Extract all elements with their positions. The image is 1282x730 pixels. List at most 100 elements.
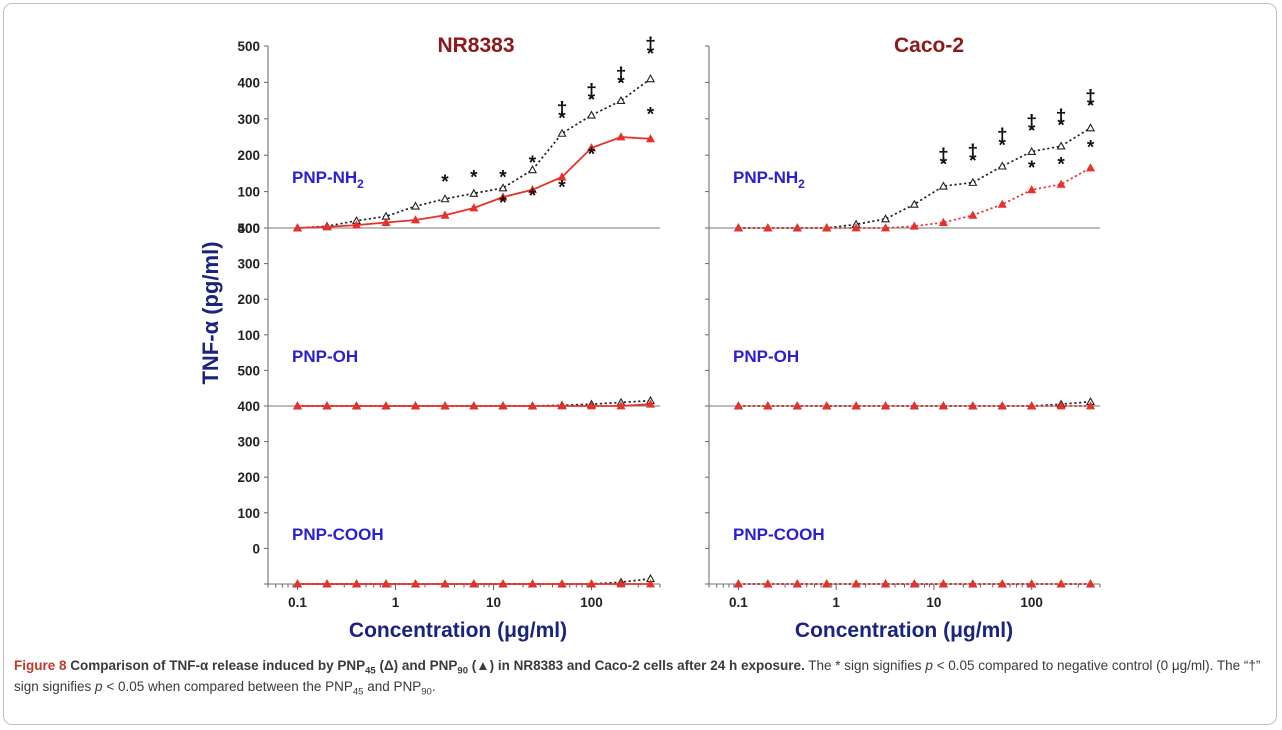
data-point-pnp90 — [909, 401, 919, 410]
data-point-pnp90 — [1085, 163, 1096, 172]
significance-asterisk: * — [1087, 137, 1095, 158]
caption-sub-90b: 90 — [421, 686, 432, 698]
data-point-pnp90 — [1027, 579, 1037, 588]
caption-title-part-b: (Δ) and PNP — [375, 658, 458, 673]
data-point-pnp90 — [997, 199, 1007, 208]
data-point-pnp90 — [968, 210, 978, 219]
significance-asterisk: * — [558, 108, 566, 129]
data-point-pnp90 — [322, 401, 332, 410]
significance-asterisk: * — [1028, 121, 1036, 142]
data-point-pnp45 — [469, 188, 479, 197]
figure-caption: Figure 8 Comparison of TNF-α release ind… — [14, 655, 1270, 697]
data-point-pnp90 — [645, 399, 656, 408]
significance-dagger: † — [616, 65, 627, 86]
x-tick-label: 0.1 — [288, 595, 307, 610]
data-point-pnp90 — [381, 401, 391, 410]
data-point-pnp90 — [498, 192, 508, 201]
caption-title-sub-45: 45 — [365, 665, 376, 677]
x-tick-label: 10 — [486, 595, 501, 610]
y-tick-label: 300 — [237, 112, 260, 127]
data-point-pnp45 — [410, 201, 421, 210]
data-point-pnp90 — [968, 579, 978, 588]
significance-asterisk: * — [558, 177, 566, 198]
row-label: PNP-OH — [292, 347, 358, 366]
data-point-pnp90 — [733, 579, 743, 588]
y-tick-label: 200 — [237, 148, 260, 163]
significance-asterisk: * — [617, 74, 625, 95]
data-point-pnp90 — [498, 579, 508, 588]
significance-dagger: † — [645, 34, 656, 55]
data-point-pnp90 — [616, 401, 626, 410]
x-axis-title-left: Concentration (μg/ml) — [349, 619, 567, 642]
chart-figure: NR8383 Caco-2 TNF-α (pg/ml) Concentratio… — [198, 34, 1101, 642]
data-point-pnp90 — [851, 223, 861, 232]
significance-dagger: † — [997, 126, 1008, 147]
row-label: PNP-COOH — [292, 525, 384, 544]
caption-title-part-a: Comparison of TNF-α release induced by P… — [66, 658, 366, 673]
data-point-pnp90 — [410, 401, 421, 410]
caption-p-value-1: p — [925, 658, 933, 673]
data-point-pnp90 — [1056, 179, 1066, 188]
data-point-pnp45 — [586, 110, 597, 119]
data-point-pnp90 — [351, 579, 362, 588]
data-point-pnp90 — [586, 579, 597, 588]
y-tick-label: 500 — [237, 221, 260, 236]
data-point-pnp90 — [616, 132, 626, 141]
data-point-pnp90 — [763, 579, 773, 588]
title-right: Caco-2 — [894, 34, 964, 57]
data-point-pnp45 — [881, 214, 891, 223]
y-tick-label: 400 — [237, 221, 260, 236]
data-point-pnp90 — [557, 579, 567, 588]
data-point-pnp90 — [440, 210, 450, 219]
data-point-pnp90 — [469, 579, 479, 588]
y-tick-label: 300 — [237, 435, 260, 450]
row-label: PNP-NH2 — [292, 168, 364, 191]
data-point-pnp90 — [851, 401, 861, 410]
caption-text-a: The * sign signifies — [804, 658, 926, 673]
data-point-pnp90 — [440, 401, 450, 410]
data-point-pnp90 — [292, 401, 303, 410]
significance-dagger: † — [557, 99, 568, 120]
data-point-pnp45 — [440, 194, 450, 203]
significance-dagger: † — [586, 81, 597, 102]
data-point-pnp90 — [586, 401, 597, 410]
y-tick-label: 200 — [237, 470, 260, 485]
data-point-pnp90 — [440, 579, 450, 588]
data-point-pnp90 — [822, 579, 832, 588]
y-tick-label: 300 — [237, 257, 260, 272]
data-point-pnp90 — [938, 217, 948, 226]
data-point-pnp45 — [498, 183, 508, 192]
data-point-pnp90 — [1056, 401, 1066, 410]
y-tick-label: 400 — [237, 75, 260, 90]
significance-asterisk: * — [647, 105, 655, 126]
significance-dagger: † — [1026, 112, 1037, 133]
data-point-pnp90 — [733, 223, 743, 232]
data-point-pnp45 — [1085, 123, 1096, 132]
y-tick-label: 500 — [237, 39, 260, 54]
row-label: PNP-NH2 — [733, 168, 805, 191]
data-point-pnp90 — [851, 579, 861, 588]
significance-asterisk: * — [499, 168, 507, 189]
title-left: NR8383 — [437, 34, 514, 57]
caption-title-part-c: (▲) in NR8383 and Caco-2 cells after 24 … — [468, 658, 805, 673]
figure-frame — [3, 3, 1277, 725]
data-point-pnp45 — [1027, 146, 1037, 155]
x-tick-label: 10 — [926, 595, 941, 610]
significance-asterisk: * — [1057, 154, 1065, 175]
data-point-pnp90 — [351, 401, 362, 410]
data-point-pnp90 — [1085, 579, 1096, 588]
data-point-pnp45 — [968, 177, 978, 186]
data-point-pnp90 — [792, 401, 802, 410]
data-point-pnp90 — [822, 401, 832, 410]
caption-text-c: < 0.05 when compared between the PNP — [102, 679, 353, 694]
data-point-pnp90 — [557, 172, 567, 181]
significance-asterisk: * — [588, 145, 596, 166]
significance-asterisk: * — [999, 136, 1007, 157]
data-point-pnp90 — [527, 579, 538, 588]
data-point-pnp45 — [1056, 141, 1066, 150]
data-point-pnp90 — [469, 401, 479, 410]
significance-asterisk: * — [529, 186, 537, 207]
data-point-pnp90 — [909, 221, 919, 230]
data-point-pnp90 — [997, 401, 1007, 410]
x-tick-label: 0.1 — [729, 595, 748, 610]
